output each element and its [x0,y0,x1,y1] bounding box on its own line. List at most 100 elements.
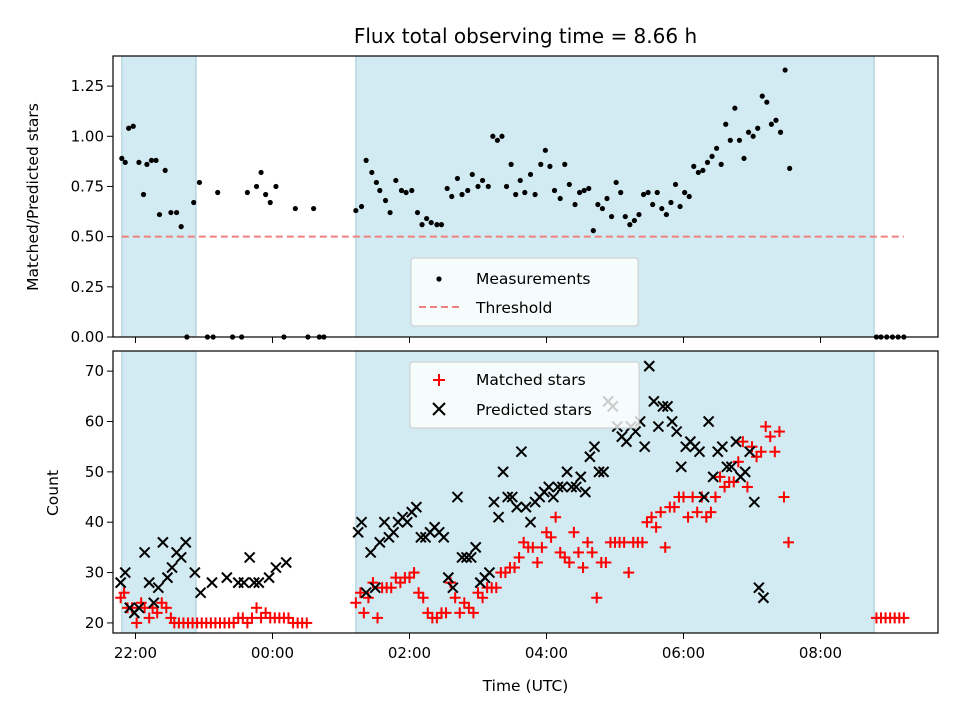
chart-title: Flux total observing time = 8.66 h [354,24,697,48]
predicted-star-point [620,435,633,448]
predicted-star-point [707,471,719,483]
measurement-point [292,205,298,212]
measurement-point [718,161,724,167]
matched-star-point [636,536,648,548]
predicted-star-point [355,516,368,528]
measurement-point [636,211,642,218]
matched-star-point [659,541,671,553]
measurement-point [449,193,455,200]
matched-star-point [600,557,612,568]
measurement-point [663,211,669,218]
measurement-point [538,161,544,167]
predicted-star-point [561,466,573,478]
predicted-star-point [194,587,207,599]
predicted-star-point [506,491,518,503]
predicted-star-point [693,446,706,458]
measurement-point [654,189,660,196]
predicted-star-point [584,451,596,463]
predicted-star-point [263,571,275,584]
measurement-point [126,125,132,131]
y-tick-label: 60 [85,413,104,431]
matched-star-point [773,426,785,438]
top-panel: 0.00 0.25 0.50 0.75 1.00 1.25 Flux total obse… [24,24,939,346]
predicted-star-point [119,566,131,579]
matched-star-point [709,491,721,503]
measurement-point [736,137,743,143]
measurement-point [130,123,136,129]
measurement-point [258,169,264,176]
predicted-star-point [206,576,218,589]
measurement-point [409,187,415,194]
measurement-point [144,161,150,167]
x-tick-label: 02:00 [388,644,431,662]
predicted-star-point [243,551,256,564]
predicted-star-point [465,551,477,564]
predicted-star-point [520,501,532,513]
measurement-point [627,222,633,228]
predicted-star-point [280,556,292,569]
matched-star-point [454,607,466,619]
predicted-star-point [675,461,687,473]
predicted-star-point [401,516,413,528]
measurement-point [419,222,425,228]
predicted-star-point [460,551,473,564]
measurement-point [162,167,168,174]
matched-star-point [467,607,479,619]
matched-star-point [783,536,795,548]
legend-predicted-label: Predicted stars [476,401,592,419]
matched-star-point [650,521,662,533]
bottom-panel: 20 30 40 50 60 70 22:00 00:00 02:00 04:00 06:00 08… [44,350,939,695]
measurement-point [566,181,572,188]
y-tick-label: 0.75 [71,177,104,195]
matched-star-point [563,557,575,568]
measurement-point [547,163,553,169]
predicted-star-point [360,587,372,599]
measurement-point [709,153,715,159]
predicted-star-point [447,581,459,594]
measurement-point [403,189,409,196]
predicted-star-point [588,440,601,453]
predicted-star-point [456,551,468,564]
measurement-point [542,147,548,153]
measurement-point [140,191,147,198]
predicted-star-point [524,516,537,528]
matched-star-point [545,531,557,543]
measurement-point [253,183,260,190]
measurement-points [119,67,907,340]
measurement-point [122,159,128,165]
predicted-star-point [410,501,423,513]
y-tick-label: 70 [85,362,104,380]
y-tick-label: 0.00 [71,328,104,346]
measurement-point [387,209,393,216]
measurement-point [532,191,538,198]
predicted-star-point [387,526,400,538]
predicted-star-point [597,466,610,478]
matched-star-point [769,446,781,458]
x-tick-label: 04:00 [525,644,568,662]
legend-measurements-label: Measurements [476,270,591,288]
y-tick-label: 1.25 [71,77,104,95]
predicted-star-point [643,360,655,372]
measurement-point [640,191,647,198]
matched-star-point [350,597,362,609]
matched-star-point [705,506,717,518]
matched-star-point [531,557,543,568]
shaded-interval [121,350,197,634]
measurement-point [759,93,765,99]
predicted-star-point [451,491,464,503]
predicted-star-point [702,415,715,428]
matched-star-point [755,446,767,458]
matched-star-point [358,607,370,619]
predicted-star-point [157,536,169,549]
matched-star-point [550,511,562,523]
measurement-point [604,195,610,202]
matched-star-point [623,567,635,579]
measurement-point [677,203,683,210]
measurement-point [153,157,159,163]
measurement-point [659,205,665,212]
predicted-star-point [661,400,674,413]
bottom-x-ticks: 22:00 00:00 02:00 04:00 06:00 08:00 [114,633,842,662]
measurement-point [363,157,369,163]
matched-star-point [417,592,429,604]
